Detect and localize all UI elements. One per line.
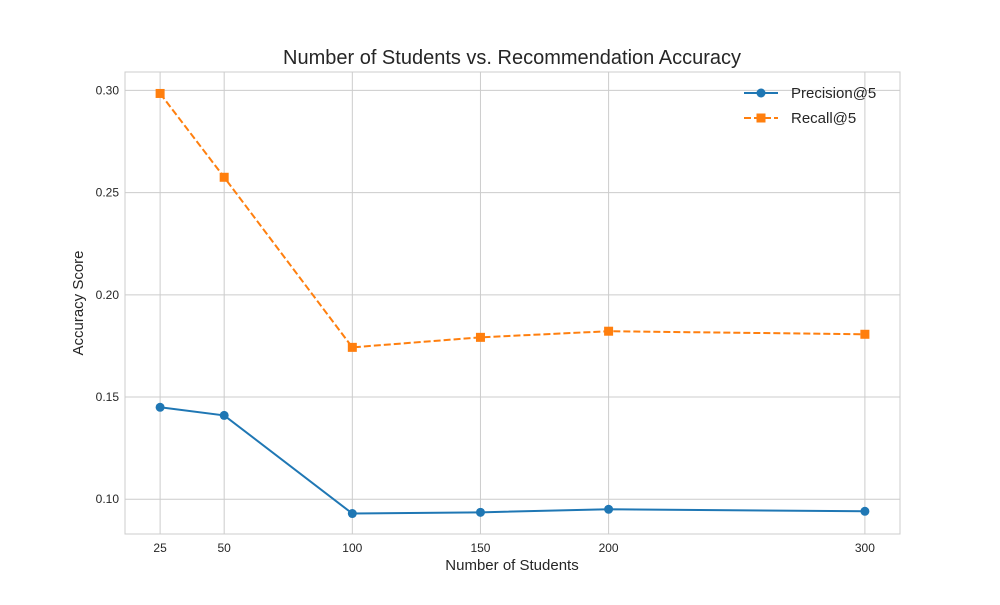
data-point [475, 507, 485, 517]
data-point [604, 326, 614, 336]
data-point [475, 332, 485, 342]
legend-label: Precision@5 [791, 85, 876, 102]
data-point [347, 342, 357, 352]
plot-frame [124, 71, 901, 535]
x-axis-label: Number of Students [445, 557, 578, 574]
y-tick-label: 0.30 [96, 83, 120, 97]
y-tick-label: 0.10 [96, 492, 120, 506]
y-tick-label: 0.15 [96, 390, 120, 404]
legend-marker [756, 88, 766, 98]
data-point [347, 509, 357, 519]
x-tick-label: 100 [342, 541, 362, 555]
legend-marker [756, 113, 766, 123]
chart-title: Number of Students vs. Recommendation Ac… [283, 47, 741, 69]
data-point [155, 402, 165, 412]
x-tick-label: 150 [470, 541, 490, 555]
x-tick-label: 50 [218, 541, 232, 555]
x-tick-label: 200 [599, 541, 619, 555]
data-point [219, 172, 229, 182]
data-point [219, 410, 229, 420]
data-point [860, 329, 870, 339]
data-point [604, 504, 614, 514]
legend-label: Recall@5 [791, 110, 856, 127]
y-tick-label: 0.20 [96, 288, 120, 302]
series-line-Recall@5 [159, 92, 865, 349]
series-line-Precision@5 [159, 406, 865, 515]
x-tick-label: 300 [855, 541, 875, 555]
x-tick-label: 25 [153, 541, 167, 555]
y-axis-label: Accuracy Score [70, 250, 87, 355]
data-point [860, 506, 870, 516]
y-tick-label: 0.25 [96, 186, 120, 200]
data-point [155, 88, 165, 98]
